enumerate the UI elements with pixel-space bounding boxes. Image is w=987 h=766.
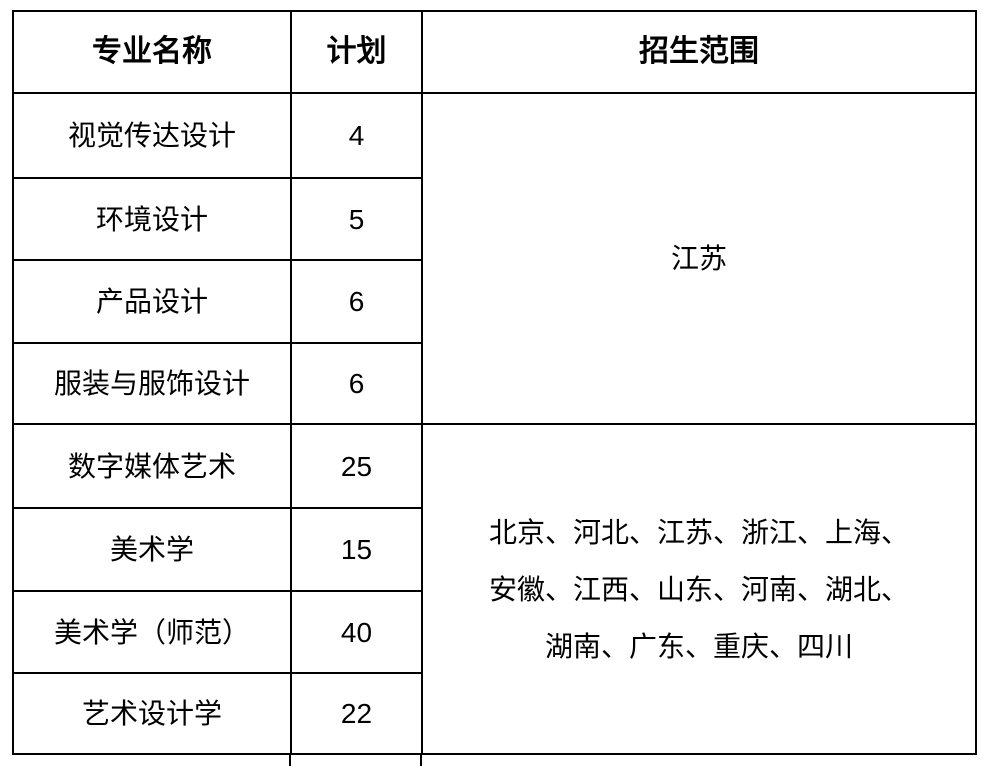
- major-cell: 数字媒体艺术: [12, 423, 292, 509]
- header-cell-major: 专业名称: [12, 10, 292, 94]
- plan-cell: 22: [290, 672, 423, 755]
- plan-cell: 6: [290, 259, 423, 344]
- table-row: 服装与服饰设计 6: [12, 342, 976, 425]
- range-cell-jiangsu: 江苏: [421, 92, 977, 425]
- major-cell: 艺术设计学: [12, 672, 292, 755]
- range-line: 湖南、广东、重庆、四川: [544, 630, 853, 662]
- major-cell: 环境设计: [12, 177, 292, 261]
- table-row: 视觉传达设计 4 江苏: [12, 92, 977, 425]
- major-cell: 视觉传达设计: [12, 92, 292, 179]
- table-row: 数字媒体艺术 25 北京、河北、江苏、浙江、上海、 安徽、江西、山东、河南、湖北…: [12, 423, 977, 755]
- plan-cell: 6: [290, 342, 423, 425]
- plan-cell: 5: [290, 177, 423, 261]
- table-row: 环境设计 5: [12, 177, 976, 261]
- major-cell: 美术学（师范）: [12, 590, 292, 674]
- range-line: 安徽、江西、山东、河南、湖北、: [488, 573, 909, 605]
- plan-cell: 25: [290, 423, 423, 509]
- major-cell: 产品设计: [12, 259, 292, 344]
- table-row: 美术学 15: [12, 507, 976, 592]
- major-cell: 服装与服饰设计: [12, 342, 292, 425]
- plan-cell: 40: [290, 590, 423, 674]
- partial-row-column-divider: [420, 753, 422, 766]
- table-row: 美术学（师范） 40: [12, 590, 976, 674]
- range-line: 北京、河北、江苏、浙江、上海、: [488, 516, 909, 548]
- header-cell-plan: 计划: [290, 10, 423, 94]
- table-row: 产品设计 6: [12, 259, 976, 344]
- header-cell-range: 招生范围: [421, 10, 977, 94]
- plan-cell: 4: [290, 92, 423, 179]
- table-header-row: 专业名称 计划 招生范围: [12, 10, 977, 94]
- plan-cell: 15: [290, 507, 423, 592]
- admission-plan-table: 专业名称 计划 招生范围 视觉传达设计 4 江苏 环境设计 5 产品设计 6 服…: [12, 10, 977, 755]
- range-cell-provinces: 北京、河北、江苏、浙江、上海、 安徽、江西、山东、河南、湖北、 湖南、广东、重庆…: [421, 423, 977, 755]
- partial-row-column-divider: [289, 753, 291, 766]
- major-cell: 美术学: [12, 507, 292, 592]
- table-row: 艺术设计学 22: [12, 672, 976, 755]
